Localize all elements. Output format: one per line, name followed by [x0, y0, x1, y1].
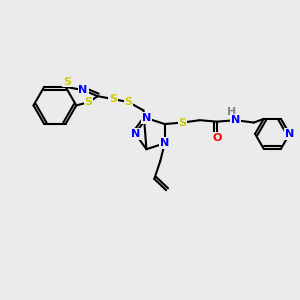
Text: S: S — [109, 94, 117, 104]
Text: N: N — [79, 85, 88, 95]
Text: N: N — [130, 129, 140, 139]
Text: S: S — [63, 76, 71, 86]
Text: N: N — [285, 129, 294, 139]
Text: N: N — [231, 115, 240, 125]
Text: S: S — [178, 118, 187, 128]
Text: N: N — [142, 113, 151, 123]
Text: O: O — [212, 133, 222, 143]
Text: H: H — [227, 107, 236, 117]
Text: N: N — [160, 138, 169, 148]
Text: S: S — [85, 97, 92, 107]
Text: S: S — [124, 97, 133, 107]
